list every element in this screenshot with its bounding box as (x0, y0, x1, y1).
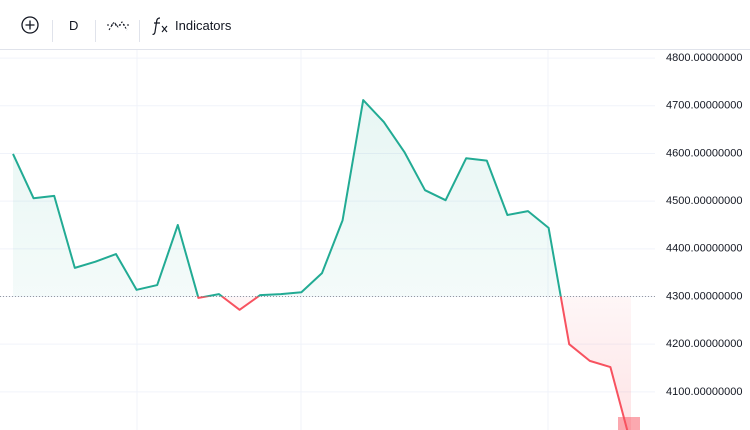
separator (52, 20, 53, 42)
compare-button[interactable] (106, 0, 130, 50)
y-tick-label: 4600.00000000 (666, 147, 742, 159)
y-tick-label: 4300.00000000 (666, 290, 742, 302)
price-marker (618, 417, 640, 430)
plot (0, 99, 655, 430)
chart: 4100.00000000 4200.00000000 4300.00000000 4… (0, 50, 742, 430)
indicators-label: Indicators (175, 17, 232, 33)
y-tick-label: 4700.00000000 (666, 100, 742, 112)
baseline-area (13, 100, 631, 430)
y-tick-label: 4800.00000000 (666, 52, 742, 64)
y-tick-label: 4200.00000000 (666, 338, 742, 350)
indicators-button[interactable]: Indicators (151, 0, 231, 50)
add-symbol-button[interactable] (20, 0, 40, 50)
fx-icon (152, 17, 168, 35)
plus-icon (21, 16, 39, 34)
price-line (12, 99, 629, 430)
toolbar: D Indicators (0, 0, 750, 50)
compare-icon (107, 21, 129, 31)
interval-button[interactable]: D (69, 17, 79, 33)
y-tick-label: 4100.00000000 (666, 386, 742, 398)
y-tick-label: 4400.00000000 (666, 243, 742, 255)
separator (139, 20, 140, 42)
separator (95, 20, 96, 42)
y-tick-label: 4500.00000000 (666, 195, 742, 207)
